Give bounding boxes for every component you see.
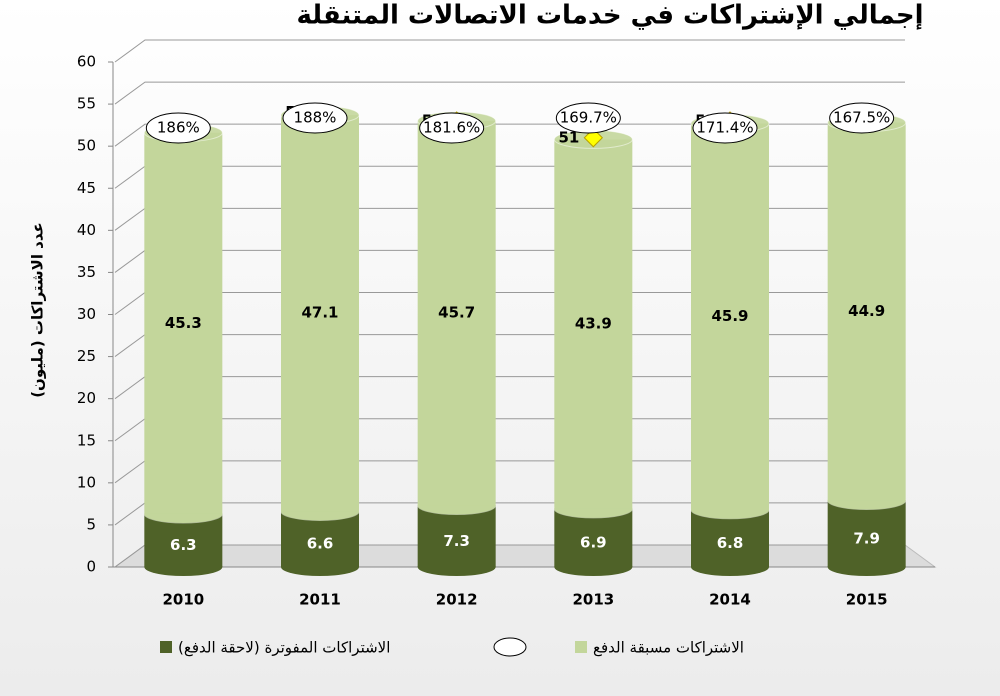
y-tick-label: 45 bbox=[77, 179, 96, 197]
floor bbox=[113, 544, 937, 568]
y-tick-label: 10 bbox=[77, 473, 96, 491]
y-tick-label: 55 bbox=[77, 95, 96, 113]
y-axis-label: عدد الاشتراكات (مليون) bbox=[29, 222, 47, 398]
y-tick-label: 30 bbox=[77, 305, 96, 323]
x-tick-label: 2011 bbox=[299, 591, 341, 609]
data-label: 7.9 bbox=[853, 529, 880, 547]
bar-segment bbox=[417, 505, 496, 567]
data-label: 6.9 bbox=[580, 533, 607, 551]
data-label: 47.1 bbox=[301, 304, 338, 322]
bar-segment bbox=[827, 500, 906, 567]
y-tick-label: 35 bbox=[77, 263, 96, 281]
rate-marker bbox=[829, 102, 895, 134]
rate-label: 188% bbox=[294, 109, 337, 127]
rate-marker bbox=[419, 112, 485, 144]
bar-segment bbox=[554, 508, 633, 567]
bar-segment bbox=[691, 509, 769, 567]
legend-label: الاشتراكات مسبقة الدفع bbox=[593, 639, 744, 657]
legend-swatch bbox=[160, 641, 172, 653]
y-tick-label: 0 bbox=[86, 558, 96, 576]
rate-label: 169.7% bbox=[560, 109, 617, 127]
y-tick-label: 20 bbox=[77, 389, 96, 407]
rate-marker bbox=[282, 102, 348, 134]
data-label: 45.7 bbox=[438, 304, 475, 322]
y-tick-label: 25 bbox=[77, 347, 96, 365]
rate-label: 167.5% bbox=[833, 109, 890, 127]
x-tick-label: 2013 bbox=[572, 591, 614, 609]
data-label: 6.3 bbox=[170, 536, 197, 554]
bar-segment bbox=[691, 123, 769, 510]
bar-segment bbox=[827, 122, 906, 501]
x-tick-label: 2010 bbox=[162, 591, 204, 609]
x-tick-label: 2012 bbox=[436, 591, 478, 609]
y-tick-label: 5 bbox=[86, 515, 96, 533]
data-label: 45.9 bbox=[711, 307, 748, 325]
y-tick-label: 50 bbox=[77, 137, 96, 155]
x-tick-label: 2015 bbox=[846, 591, 888, 609]
y-tick-label: 60 bbox=[77, 53, 96, 71]
data-label: 44.9 bbox=[848, 302, 885, 320]
x-tick-label: 2014 bbox=[709, 591, 751, 609]
grid-line bbox=[114, 81, 905, 105]
bar-segment bbox=[417, 120, 496, 506]
grid-line bbox=[114, 39, 905, 63]
rate-marker bbox=[692, 112, 758, 144]
rate-marker bbox=[145, 112, 211, 144]
legend-swatch bbox=[575, 641, 587, 653]
y-tick-label: 15 bbox=[77, 431, 96, 449]
bar-segment bbox=[554, 139, 633, 509]
data-label: 43.9 bbox=[575, 315, 612, 333]
rate-label: 171.4% bbox=[696, 119, 753, 137]
bar-segment bbox=[281, 115, 359, 512]
legend-label: الاشتراكات المفوترة (لاحقة الدفع) bbox=[178, 639, 390, 657]
y-tick-label: 40 bbox=[77, 221, 96, 239]
data-label: 7.3 bbox=[443, 532, 470, 550]
rate-label: 186% bbox=[157, 119, 200, 137]
legend-ellipse bbox=[493, 637, 527, 657]
bar-segment bbox=[144, 132, 223, 514]
data-label: 45.3 bbox=[165, 314, 202, 332]
grid-line bbox=[114, 123, 905, 147]
rate-label: 181.6% bbox=[423, 119, 480, 137]
rate-marker bbox=[555, 102, 621, 134]
data-label: 6.8 bbox=[717, 534, 744, 552]
data-label: 6.6 bbox=[307, 535, 334, 553]
chart-title: إجمالي الإشتراكات في خدمات الاتصالات الم… bbox=[296, 1, 923, 31]
total-label: 51 bbox=[558, 128, 579, 146]
